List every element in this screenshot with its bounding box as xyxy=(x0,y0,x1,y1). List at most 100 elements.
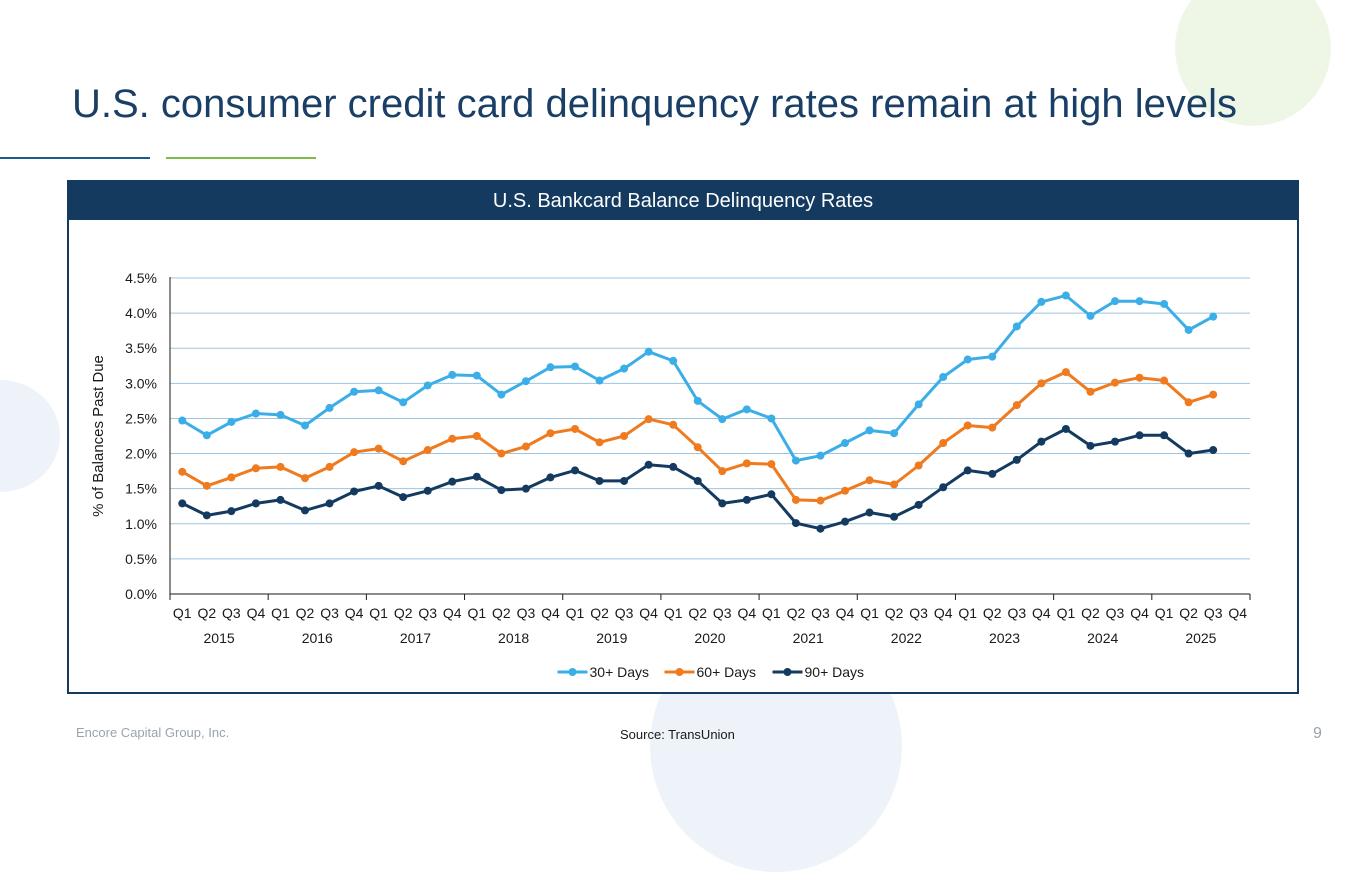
data-point xyxy=(325,403,334,412)
data-point xyxy=(890,512,899,521)
x-tick-label: Q1 xyxy=(173,605,192,621)
x-year-label: 2022 xyxy=(891,630,922,646)
chart-panel: U.S. Bankcard Balance Delinquency Rates … xyxy=(67,180,1299,694)
x-year-label: 2025 xyxy=(1185,630,1216,646)
data-point xyxy=(1184,325,1193,334)
footer-company: Encore Capital Group, Inc. xyxy=(76,725,230,740)
data-point xyxy=(791,495,800,504)
data-point xyxy=(178,416,187,425)
data-point xyxy=(890,480,899,489)
data-point xyxy=(742,459,751,468)
x-tick-label: Q1 xyxy=(1155,605,1174,621)
x-year-label: 2016 xyxy=(302,630,333,646)
data-point xyxy=(693,396,702,405)
data-point xyxy=(841,517,849,526)
data-point xyxy=(595,376,604,385)
x-tick-label: Q1 xyxy=(271,605,290,621)
x-tick-label: Q3 xyxy=(1204,605,1223,621)
x-tick-label: Q1 xyxy=(1057,605,1076,621)
data-point xyxy=(350,448,359,457)
legend-marker xyxy=(783,668,792,676)
x-tick-label: Q1 xyxy=(566,605,585,621)
x-year-label: 2021 xyxy=(793,630,824,646)
data-point xyxy=(374,444,383,453)
data-point xyxy=(1111,378,1119,387)
x-tick-label: Q2 xyxy=(983,605,1002,621)
y-axis-label: % of Balances Past Due xyxy=(90,355,107,517)
data-point xyxy=(1012,401,1021,410)
data-point xyxy=(791,519,800,528)
data-point xyxy=(1184,398,1193,407)
data-point xyxy=(963,421,972,430)
chart-title: U.S. Bankcard Balance Delinquency Rates xyxy=(69,182,1297,220)
data-point xyxy=(1135,297,1144,306)
x-tick-label: Q2 xyxy=(590,605,609,621)
y-tick-label: 3.5% xyxy=(125,340,157,356)
data-point xyxy=(227,473,236,482)
x-tick-label: Q2 xyxy=(1179,605,1198,621)
y-tick-label: 3.0% xyxy=(125,375,157,391)
data-point xyxy=(988,469,997,478)
legend-marker xyxy=(568,668,577,676)
data-point xyxy=(399,398,408,407)
x-tick-label: Q4 xyxy=(934,605,953,621)
data-point xyxy=(202,511,211,520)
data-point xyxy=(276,410,285,419)
x-tick-label: Q1 xyxy=(860,605,879,621)
x-tick-label: Q3 xyxy=(615,605,634,621)
data-point xyxy=(1209,446,1218,455)
data-point xyxy=(497,390,506,399)
data-point xyxy=(620,476,629,485)
data-point xyxy=(1160,376,1169,385)
data-point xyxy=(472,472,481,481)
legend-label: 90+ Days xyxy=(805,664,865,680)
data-point xyxy=(325,462,334,471)
data-point xyxy=(399,457,408,466)
x-tick-label: Q3 xyxy=(1106,605,1125,621)
legend-label: 60+ Days xyxy=(697,664,757,680)
data-point xyxy=(939,439,948,448)
data-point xyxy=(350,487,359,496)
data-point xyxy=(227,507,236,516)
data-point xyxy=(1111,437,1119,446)
y-tick-label: 4.5% xyxy=(125,270,157,286)
x-tick-label: Q2 xyxy=(787,605,806,621)
data-point xyxy=(178,499,187,508)
data-point xyxy=(1037,437,1046,446)
data-point xyxy=(571,466,579,475)
data-point xyxy=(301,506,309,515)
x-tick-label: Q1 xyxy=(958,605,977,621)
x-tick-label: Q4 xyxy=(639,605,658,621)
data-point xyxy=(595,438,604,447)
series-line xyxy=(181,294,1214,463)
data-point xyxy=(423,446,432,455)
x-tick-label: Q2 xyxy=(492,605,511,621)
y-tick-label: 4.0% xyxy=(125,305,157,321)
x-year-label: 2020 xyxy=(694,630,725,646)
data-point xyxy=(472,371,481,380)
x-tick-label: Q4 xyxy=(443,605,462,621)
data-point xyxy=(497,449,506,458)
data-point xyxy=(669,420,678,429)
data-point xyxy=(546,363,555,372)
data-point xyxy=(546,429,555,438)
data-point xyxy=(1061,291,1070,300)
y-tick-label: 1.5% xyxy=(125,481,157,497)
data-point xyxy=(448,434,457,443)
data-point xyxy=(816,451,825,460)
data-point xyxy=(620,364,629,373)
x-tick-label: Q4 xyxy=(737,605,756,621)
data-point xyxy=(1209,312,1218,321)
data-point xyxy=(865,476,874,485)
data-point xyxy=(644,347,653,356)
data-point xyxy=(816,524,825,533)
x-year-label: 2017 xyxy=(400,630,431,646)
data-point xyxy=(718,499,727,508)
y-tick-label: 0.0% xyxy=(125,586,157,602)
data-point xyxy=(472,432,481,440)
data-point xyxy=(963,466,972,475)
legend-label: 30+ Days xyxy=(590,664,650,680)
data-point xyxy=(767,490,776,499)
x-tick-label: Q1 xyxy=(369,605,388,621)
data-point xyxy=(1012,322,1021,331)
